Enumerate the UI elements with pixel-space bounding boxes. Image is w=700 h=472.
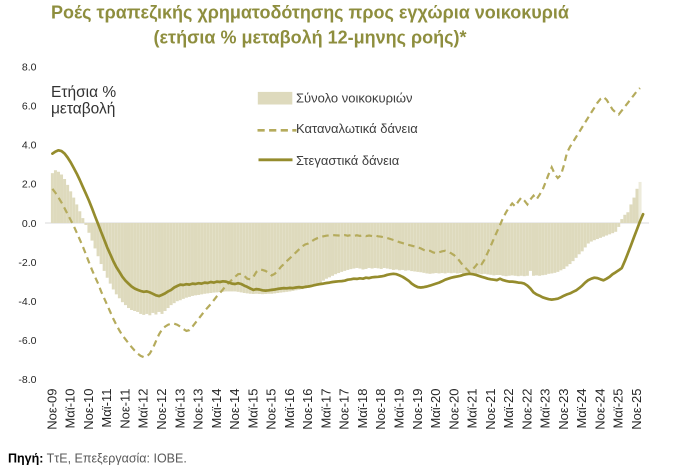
- svg-text:Μαϊ-20: Μαϊ-20: [428, 389, 443, 429]
- svg-text:Μαϊ-19: Μαϊ-19: [392, 389, 407, 429]
- svg-text:Μαϊ-12: Μαϊ-12: [136, 389, 151, 429]
- svg-text:Μαϊ-21: Μαϊ-21: [465, 389, 480, 429]
- svg-text:Νοε-10: Νοε-10: [81, 389, 96, 430]
- svg-text:Νοε-13: Νοε-13: [191, 389, 206, 430]
- svg-text:Νοε-23: Νοε-23: [556, 389, 571, 430]
- svg-text:Ετήσια %: Ετήσια %: [51, 84, 116, 101]
- svg-text:Μαϊ-11: Μαϊ-11: [99, 389, 114, 428]
- svg-text:Νοε-25: Νοε-25: [629, 389, 644, 430]
- svg-text:Νοε-09: Νοε-09: [44, 389, 59, 430]
- svg-text:Νοε-16: Νοε-16: [300, 389, 315, 430]
- svg-text:Νοε-15: Νοε-15: [264, 389, 279, 430]
- svg-text:μεταβολή: μεταβολή: [51, 101, 115, 118]
- svg-text:Νοε-17: Νοε-17: [337, 389, 352, 430]
- svg-text:Μαϊ-17: Μαϊ-17: [318, 389, 333, 429]
- svg-text:-4.0: -4.0: [18, 296, 36, 308]
- svg-text:Νοε-12: Νοε-12: [154, 389, 169, 430]
- svg-text:0.0: 0.0: [22, 218, 37, 230]
- svg-text:Μαϊ-10: Μαϊ-10: [63, 389, 78, 429]
- svg-text:6.0: 6.0: [22, 101, 37, 113]
- svg-text:Νοε-14: Νοε-14: [227, 389, 242, 430]
- svg-text:Μαϊ-13: Μαϊ-13: [172, 389, 187, 429]
- svg-text:8.0: 8.0: [22, 61, 37, 73]
- svg-text:Μαϊ-18: Μαϊ-18: [355, 389, 370, 429]
- svg-text:Πηγή: ΤτΕ, Επεξεργασία: ΙΟΒΕ.: Πηγή: ΤτΕ, Επεξεργασία: ΙΟΒΕ.: [8, 452, 187, 466]
- svg-text:-2.0: -2.0: [18, 257, 36, 269]
- svg-text:Νοε-20: Νοε-20: [446, 389, 461, 430]
- svg-text:Μαϊ-24: Μαϊ-24: [574, 389, 589, 429]
- svg-text:Μαϊ-22: Μαϊ-22: [501, 389, 516, 429]
- svg-text:Καταναλωτικά δάνεια: Καταναλωτικά δάνεια: [296, 121, 418, 136]
- svg-text:Ροές τραπεζικής χρηματοδότησης: Ροές τραπεζικής χρηματοδότησης προς εγχώ…: [51, 2, 569, 23]
- svg-text:2.0: 2.0: [22, 179, 37, 191]
- svg-text:4.0: 4.0: [22, 140, 37, 152]
- svg-text:Μαϊ-25: Μαϊ-25: [611, 389, 626, 429]
- svg-text:Μαϊ-14: Μαϊ-14: [209, 389, 224, 429]
- svg-text:Μαϊ-16: Μαϊ-16: [282, 389, 297, 429]
- svg-text:Νοε-19: Νοε-19: [410, 389, 425, 430]
- svg-text:Νοε-24: Νοε-24: [593, 389, 608, 430]
- svg-text:Σύνολο νοικοκυριών: Σύνολο νοικοκυριών: [296, 90, 413, 105]
- svg-text:-6.0: -6.0: [18, 335, 36, 347]
- svg-text:Νοε-21: Νοε-21: [483, 389, 498, 430]
- svg-text:(ετήσια % μεταβολή 12-μηνης ρο: (ετήσια % μεταβολή 12-μηνης ροής)*: [154, 27, 467, 47]
- svg-text:Νοε-22: Νοε-22: [519, 389, 534, 430]
- svg-text:Στεγαστικά δάνεια: Στεγαστικά δάνεια: [296, 153, 400, 168]
- svg-text:Νοε-18: Νοε-18: [373, 389, 388, 430]
- svg-text:Μαϊ-23: Μαϊ-23: [538, 389, 553, 429]
- svg-text:Μαϊ-15: Μαϊ-15: [245, 389, 260, 429]
- svg-text:-8.0: -8.0: [18, 374, 36, 386]
- svg-text:Νοε-11: Νοε-11: [118, 389, 133, 429]
